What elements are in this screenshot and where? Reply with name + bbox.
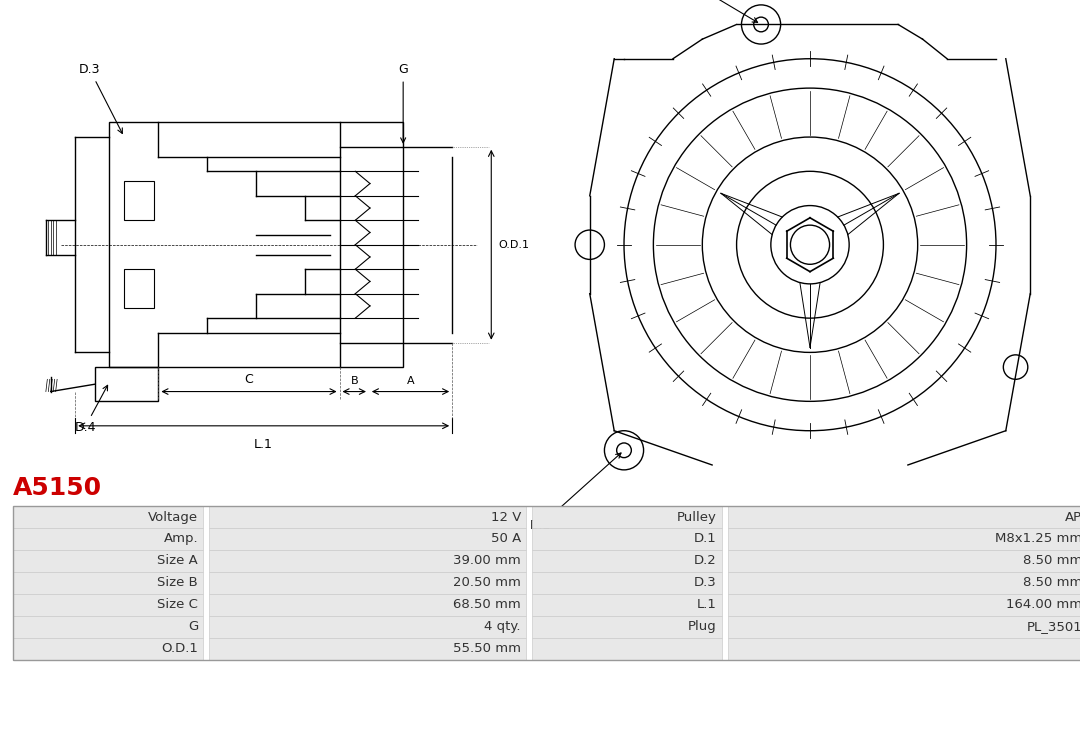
Bar (13, 528, 203, 550)
Text: Size C: Size C (158, 599, 198, 611)
Text: Plug: Plug (688, 620, 717, 633)
Bar (95, 367, 159, 401)
Text: B: B (350, 376, 359, 386)
Text: M8x1.25 mm: M8x1.25 mm (995, 532, 1080, 545)
Bar (208, 550, 526, 572)
Text: 8.50 mm: 8.50 mm (1023, 554, 1080, 568)
Text: Size B: Size B (158, 577, 198, 590)
Text: 4 qty.: 4 qty. (485, 620, 521, 633)
Bar (208, 616, 526, 638)
Bar (531, 594, 723, 616)
Text: PL_3501: PL_3501 (1026, 620, 1080, 633)
Bar (109, 122, 403, 367)
Bar (124, 269, 153, 309)
Bar (531, 638, 723, 660)
Text: 20.50 mm: 20.50 mm (454, 577, 521, 590)
Text: Pulley: Pulley (677, 511, 717, 523)
Bar (728, 638, 1080, 660)
Text: O.D.1: O.D.1 (161, 642, 198, 655)
Bar (208, 572, 526, 594)
Bar (728, 572, 1080, 594)
Text: D.4: D.4 (75, 386, 108, 434)
Text: C: C (244, 373, 254, 386)
Bar (13, 550, 203, 572)
Bar (208, 638, 526, 660)
Text: Size A: Size A (158, 554, 198, 568)
Text: D.3: D.3 (694, 577, 717, 590)
Text: 8.50 mm: 8.50 mm (1023, 577, 1080, 590)
Bar (13, 506, 203, 528)
Bar (728, 506, 1080, 528)
Bar (13, 572, 203, 594)
Text: A: A (407, 376, 415, 386)
Bar (728, 594, 1080, 616)
Bar (13, 638, 203, 660)
Text: G: G (188, 620, 198, 633)
Bar (208, 528, 526, 550)
Bar (728, 528, 1080, 550)
Text: Voltage: Voltage (148, 511, 198, 523)
Text: 12 V: 12 V (490, 511, 521, 523)
Text: 39.00 mm: 39.00 mm (454, 554, 521, 568)
Text: 55.50 mm: 55.50 mm (453, 642, 521, 655)
Bar (208, 594, 526, 616)
Text: 68.50 mm: 68.50 mm (454, 599, 521, 611)
Text: G: G (399, 63, 408, 143)
Text: 164.00 mm: 164.00 mm (1007, 599, 1080, 611)
Bar (208, 506, 526, 528)
Bar (728, 550, 1080, 572)
Bar (531, 616, 723, 638)
Bar (124, 181, 153, 221)
Text: D.1: D.1 (694, 532, 717, 545)
Text: D.2: D.2 (694, 554, 717, 568)
Bar (531, 550, 723, 572)
Bar (13, 506, 1080, 660)
Bar (728, 616, 1080, 638)
Text: O.D.1: O.D.1 (499, 239, 529, 250)
Text: D.2: D.2 (530, 453, 621, 532)
Bar (531, 528, 723, 550)
Text: L.1: L.1 (254, 438, 273, 451)
Text: 50 A: 50 A (490, 532, 521, 545)
Text: D.3: D.3 (79, 63, 122, 133)
Text: D.1: D.1 (662, 0, 757, 23)
Bar (13, 594, 203, 616)
Text: A5150: A5150 (13, 476, 103, 500)
Text: Amp.: Amp. (163, 532, 198, 545)
Text: AP: AP (1065, 511, 1080, 523)
Bar (531, 572, 723, 594)
Text: L.1: L.1 (697, 599, 717, 611)
Bar (13, 616, 203, 638)
Bar (531, 506, 723, 528)
